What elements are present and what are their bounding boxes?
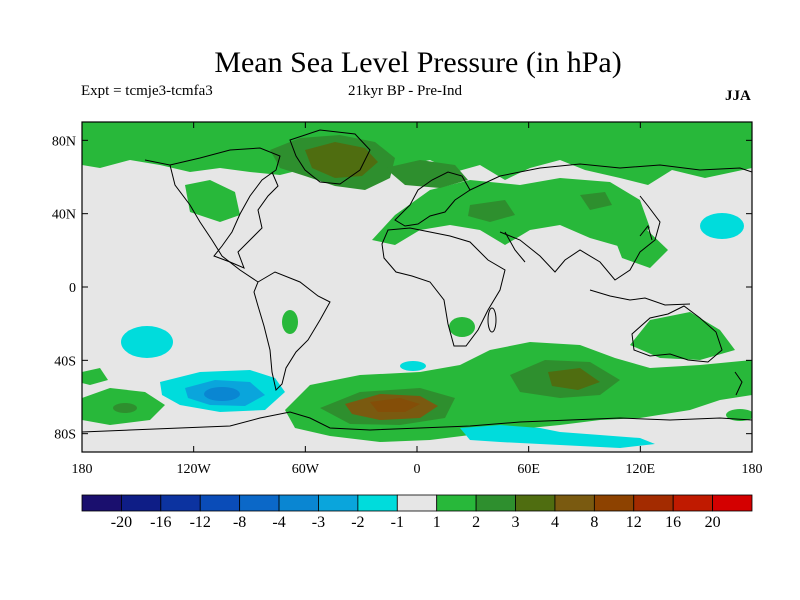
siberia-anomaly [385, 160, 468, 188]
colorbar-label: -8 [233, 514, 246, 531]
south-pacific-negative-anomaly [121, 326, 173, 358]
colorbar-swatch [554, 494, 595, 512]
colorbar-swatch [396, 494, 438, 512]
colorbar-swatch [436, 494, 477, 512]
south-pacific-west-anomaly [82, 368, 108, 385]
south-africa-anomaly [449, 317, 475, 337]
longitude-axis: 180 120W 60W 0 60E 120E 180 [72, 122, 763, 477]
south-america-anomaly [282, 310, 298, 334]
colorbar-label: 1 [433, 514, 441, 531]
colorbar-label: -12 [190, 514, 211, 531]
colorbar-swatch [672, 494, 713, 512]
colorbar-label: -1 [391, 514, 404, 531]
colorbar-swatch [633, 494, 674, 512]
lat-tick-label: 0 [69, 281, 76, 296]
antarctic-coast-negative [460, 425, 655, 448]
colorbar-label: 8 [590, 514, 598, 531]
east-asia-positive-anomaly [612, 228, 668, 268]
colorbar-label: -4 [272, 514, 285, 531]
colorbar-label: -20 [111, 514, 132, 531]
australia-anomaly [630, 312, 735, 360]
colorbar-swatch [515, 494, 556, 512]
lon-tick-label: 120W [177, 462, 212, 477]
season-label: JJA [725, 88, 751, 104]
colorbar-swatch [712, 494, 753, 512]
pressure-anomaly-fields [82, 122, 752, 448]
colorbar-swatch [121, 494, 162, 512]
lon-tick-label: 60E [517, 462, 540, 477]
coastlines [82, 129, 752, 433]
colorbar-label: -2 [351, 514, 364, 531]
colorbar-swatch [278, 494, 319, 512]
colorbar-swatch [239, 494, 280, 512]
arctic-positive-anomaly [82, 122, 752, 185]
colorbar-swatch [593, 494, 635, 512]
colorbar-label: 3 [512, 514, 520, 531]
southeast-indian-core [548, 368, 600, 390]
lat-tick-label: 80S [54, 428, 76, 443]
colorbar-label: -16 [150, 514, 171, 531]
lat-tick-label: 40N [52, 208, 76, 223]
colorbar-label: 12 [626, 514, 642, 531]
colorbar-swatch [199, 494, 241, 512]
map-title: Mean Sea Level Pressure (in hPa) [214, 46, 622, 79]
southeast-pacific-core [204, 387, 240, 401]
colorbar-swatch [357, 494, 398, 512]
lon-tick-label: 180 [742, 462, 763, 477]
east-siberia-anomaly [580, 192, 612, 210]
colorbar-label: 20 [705, 514, 721, 531]
lon-tick-label: 0 [414, 462, 421, 477]
colorbar-label: 16 [665, 514, 681, 531]
north-america-positive-anomaly [185, 180, 240, 222]
lat-tick-label: 40S [54, 354, 76, 369]
colorbar-label: 2 [472, 514, 480, 531]
lon-tick-label: 180 [72, 462, 93, 477]
colorbar-label: 4 [551, 514, 559, 531]
north-pacific-negative-anomaly [700, 213, 744, 239]
southern-east-anomaly [726, 409, 752, 421]
experiment-label: Expt = tcmje3-tcmfa3 [81, 83, 213, 99]
colorbar: -20 -16 -12 -8 -4 -3 -2 -1 1 2 3 4 8 12 16 20 [81, 494, 753, 531]
south-atlantic-center [370, 398, 420, 412]
greenland-core-anomaly [305, 142, 378, 178]
colorbar-label: -3 [312, 514, 325, 531]
lat-tick-label: 80N [52, 134, 76, 149]
south-atlantic-small-negative [400, 361, 426, 371]
pacific-south-dark-anomaly [113, 403, 137, 413]
period-label: 21kyr BP - Pre-Ind [348, 83, 463, 99]
latitude-axis: 80N 40N 0 40S 80S [52, 134, 752, 443]
colorbar-swatch [81, 494, 122, 512]
central-asia-anomaly [468, 200, 515, 222]
colorbar-swatch [475, 494, 516, 512]
lon-tick-label: 60W [292, 462, 320, 477]
colorbar-swatch [318, 494, 359, 512]
colorbar-swatch [160, 494, 201, 512]
lon-tick-label: 120E [626, 462, 656, 477]
